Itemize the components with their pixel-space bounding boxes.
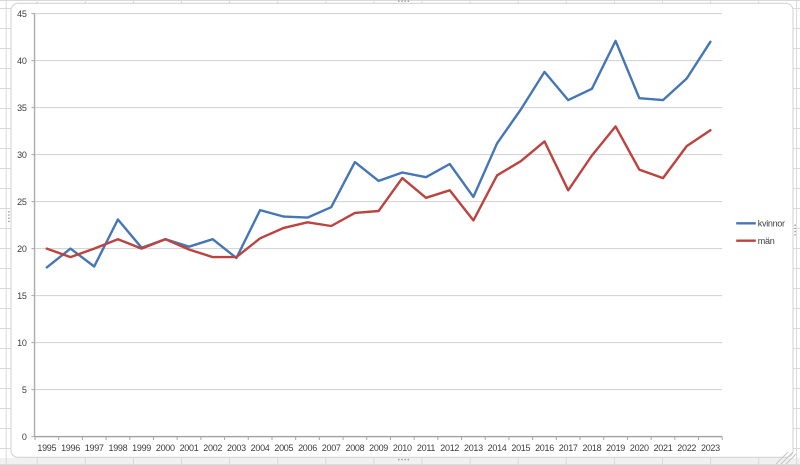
svg-text:30: 30 [17, 150, 27, 160]
svg-text:2010: 2010 [393, 443, 412, 453]
svg-text:2020: 2020 [630, 443, 649, 453]
svg-text:2001: 2001 [180, 443, 199, 453]
svg-text:2004: 2004 [251, 443, 270, 453]
svg-text:1998: 1998 [108, 443, 127, 453]
svg-text:1999: 1999 [132, 443, 151, 453]
svg-text:2012: 2012 [440, 443, 459, 453]
svg-text:2015: 2015 [511, 443, 530, 453]
svg-text:0: 0 [22, 432, 27, 442]
svg-text:20: 20 [17, 244, 27, 254]
svg-text:2013: 2013 [464, 443, 483, 453]
svg-text:1997: 1997 [85, 443, 104, 453]
svg-text:2011: 2011 [417, 443, 435, 453]
svg-text:15: 15 [17, 291, 27, 301]
svg-text:2019: 2019 [606, 443, 625, 453]
svg-text:män: män [758, 236, 775, 246]
svg-text:40: 40 [17, 56, 27, 66]
svg-text:2023: 2023 [701, 443, 720, 453]
svg-text:2014: 2014 [488, 443, 507, 453]
svg-text:1995: 1995 [37, 443, 56, 453]
svg-text:2009: 2009 [369, 443, 388, 453]
svg-text:2007: 2007 [322, 443, 341, 453]
svg-text:2008: 2008 [345, 443, 364, 453]
svg-text:25: 25 [17, 197, 27, 207]
svg-text:5: 5 [22, 385, 27, 395]
svg-text:2006: 2006 [298, 443, 317, 453]
svg-text:2021: 2021 [654, 443, 673, 453]
svg-text:2016: 2016 [535, 443, 554, 453]
svg-text:2003: 2003 [227, 443, 246, 453]
svg-text:2005: 2005 [274, 443, 293, 453]
svg-text:2000: 2000 [156, 443, 175, 453]
svg-text:kvinnor: kvinnor [758, 218, 785, 228]
svg-text:35: 35 [17, 103, 27, 113]
svg-text:2022: 2022 [677, 443, 696, 453]
svg-text:2017: 2017 [559, 443, 578, 453]
svg-text:45: 45 [17, 9, 27, 19]
svg-text:10: 10 [17, 338, 27, 348]
svg-text:2018: 2018 [582, 443, 601, 453]
svg-text:1996: 1996 [61, 443, 80, 453]
svg-text:2002: 2002 [203, 443, 222, 453]
